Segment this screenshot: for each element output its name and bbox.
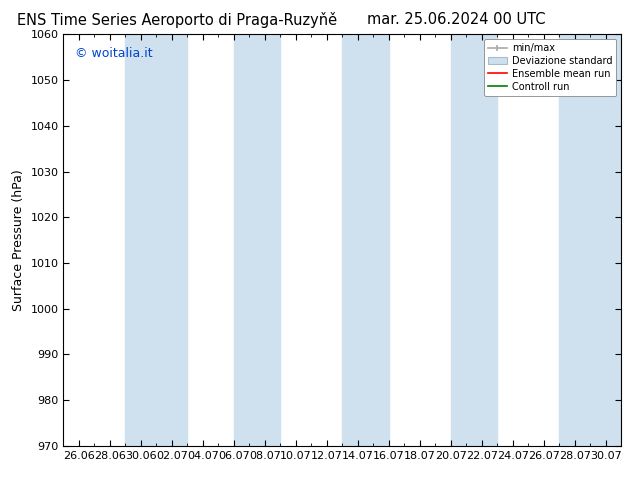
Y-axis label: Surface Pressure (hPa): Surface Pressure (hPa) [12,169,25,311]
Bar [126,34,188,446]
Text: ENS Time Series Aeroporto di Praga-Ruzyňě: ENS Time Series Aeroporto di Praga-Ruzyň… [18,12,337,28]
Text: mar. 25.06.2024 00 UTC: mar. 25.06.2024 00 UTC [367,12,546,27]
Bar [451,34,497,446]
Text: © woitalia.it: © woitalia.it [75,47,152,60]
Legend: min/max, Deviazione standard, Ensemble mean run, Controll run: min/max, Deviazione standard, Ensemble m… [484,39,616,96]
Bar [234,34,280,446]
Bar [342,34,389,446]
Bar [559,34,621,446]
